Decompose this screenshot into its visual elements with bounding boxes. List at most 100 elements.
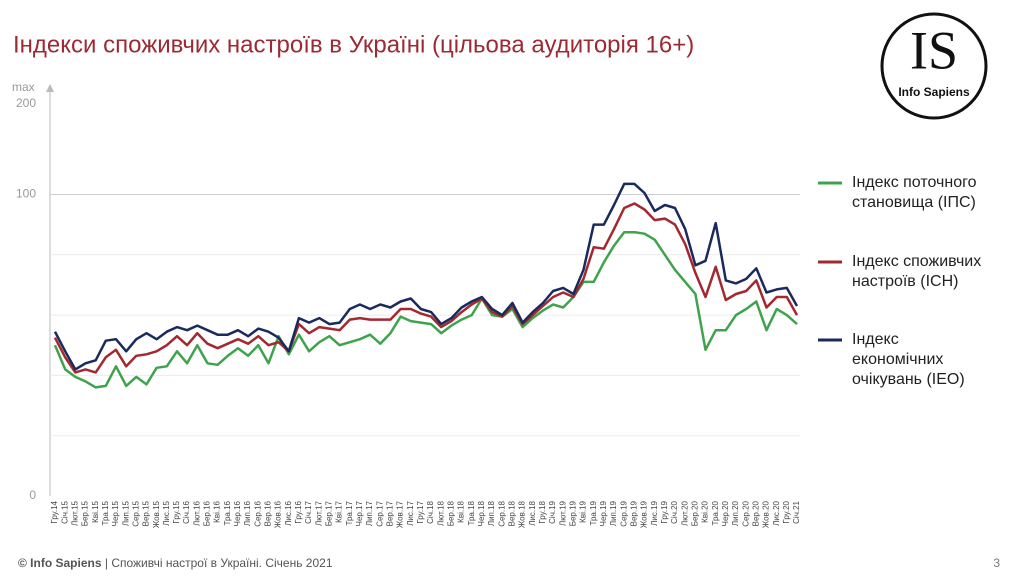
x-tick-label: Гру.14	[50, 500, 59, 523]
x-tick-label: Лют.19	[558, 500, 567, 526]
x-tick-label: Січ.17	[304, 500, 313, 523]
x-tick-label: Бер.18	[447, 500, 456, 526]
x-tick-label: Кві.19	[579, 500, 588, 522]
x-tick-label: Вер.15	[142, 500, 151, 526]
y-tick-label: 0	[29, 488, 36, 502]
x-tick-label: Бер.17	[325, 500, 334, 526]
footer-brand: © Info Sapiens	[18, 556, 102, 570]
x-tick-label: Кві.15	[91, 500, 100, 522]
logo-mark: IS	[910, 20, 958, 80]
x-tick-label: Чер.20	[721, 500, 730, 526]
x-tick-label: Лип.19	[609, 500, 618, 526]
x-tick-label: Бер.19	[568, 500, 577, 526]
legend-label: Індекс економічних очікувань (ІЕО)	[852, 331, 965, 388]
series-line	[53, 230, 798, 389]
x-tick-label: Чер.18	[477, 500, 486, 526]
x-tick-label: Лис.15	[162, 500, 171, 525]
logo-name: Info Sapiens	[898, 85, 970, 99]
axis-arrow	[46, 84, 54, 92]
x-tick-label: Тра.20	[711, 500, 720, 525]
x-tick-label: Тра.18	[467, 500, 476, 525]
x-tick-label: Кві.17	[335, 500, 344, 522]
x-tick-label: Вер.18	[508, 500, 517, 526]
x-tick-label: Кві.20	[701, 500, 710, 522]
x-tick-label: Тра.17	[345, 500, 354, 525]
x-tick-label: Січ.16	[182, 500, 191, 523]
legend-label-line: очікувань (ІЕО)	[852, 371, 965, 388]
x-tick-label: Січ.19	[548, 500, 557, 523]
x-tick-label: Гру.18	[538, 500, 547, 523]
legend-label: Індекс поточного становища (ІПС)	[852, 174, 977, 211]
x-tick-label: Лис.17	[406, 500, 415, 525]
x-tick-label: Вер.19	[629, 500, 638, 526]
x-tick-label: Лют.17	[314, 500, 323, 526]
x-tick-label: Сер.18	[497, 500, 506, 526]
x-tick-label: Кві.16	[213, 500, 222, 522]
x-tick-label: Жов.17	[396, 500, 405, 528]
x-tick-label: Гру.15	[172, 500, 181, 523]
legend-label-line: Індекс поточного	[852, 174, 977, 191]
x-tick-label: Сер.15	[131, 500, 140, 526]
x-tick-label: Січ.15	[60, 500, 69, 523]
x-tick-label: Лют.15	[70, 500, 79, 526]
x-tick-label: Жов.15	[152, 500, 161, 528]
y-tick-label: 100	[16, 187, 36, 201]
x-tick-label: Тра.15	[101, 500, 110, 525]
x-tick-label: Січ.18	[426, 500, 435, 523]
x-tick-label: Лип.16	[243, 500, 252, 526]
y-tick-label: 200	[16, 96, 36, 110]
x-tick-label: Тра.16	[223, 500, 232, 525]
x-tick-label: Сер.17	[375, 500, 384, 526]
x-tick-label: Чер.15	[111, 500, 120, 526]
x-tick-label: Жов.18	[518, 500, 527, 528]
footer: © Info Sapiens | Споживчі настрої в Укра…	[18, 556, 333, 570]
x-tick-label: Бер.16	[203, 500, 212, 526]
x-tick-label: Лют.18	[436, 500, 445, 526]
x-tick-label: Лип.17	[365, 500, 374, 526]
logo-ring	[880, 12, 988, 120]
x-tick-label: Гру.19	[660, 500, 669, 523]
x-tick-label: Гру.16	[294, 500, 303, 523]
y-axis-note: max	[12, 80, 35, 94]
legend-label-line: становища (ІПС)	[852, 194, 976, 211]
chart-title: Індекси споживчих настроїв в Україні (ці…	[13, 31, 694, 58]
x-tick-label: Вер.17	[386, 500, 395, 526]
x-tick-label: Жов.20	[762, 500, 771, 528]
x-tick-label: Лис.19	[650, 500, 659, 525]
x-tick-label: Січ.20	[670, 500, 679, 523]
x-tick-label: Лип.18	[487, 500, 496, 526]
x-tick-label: Гру.17	[416, 500, 425, 523]
x-tick-label: Чер.19	[599, 500, 608, 526]
x-tick-label: Вер.20	[751, 500, 760, 526]
x-tick-label: Тра.19	[589, 500, 598, 525]
x-tick-label: Чер.16	[233, 500, 242, 526]
x-tick-label: Лип.20	[731, 500, 740, 526]
series-line	[53, 202, 799, 374]
x-tick-label: Лис.20	[772, 500, 781, 525]
x-tick-label: Сер.16	[253, 500, 262, 526]
legend-label-line: економічних	[852, 351, 943, 368]
legend-label-line: настроїв (ІСН)	[852, 273, 958, 290]
legend-label-line: Індекс споживчих	[852, 253, 981, 270]
x-tick-label: Сер.19	[619, 500, 628, 526]
x-tick-label: Гру.20	[782, 500, 791, 523]
x-tick-label: Лис.18	[528, 500, 537, 525]
x-tick-label: Лют.20	[680, 500, 689, 526]
x-tick-label: Лис.16	[284, 500, 293, 525]
logo: IS Info Sapiens	[880, 12, 988, 120]
x-tick-label: Кві.18	[457, 500, 466, 522]
x-tick-label: Січ.21	[792, 500, 801, 523]
footer-text: | Споживчі настрої в Україні. Січень 202…	[102, 556, 333, 570]
x-tick-label: Лип.15	[121, 500, 130, 526]
x-tick-label: Сер.20	[741, 500, 750, 526]
x-tick-label: Жов.19	[640, 500, 649, 528]
x-tick-label: Лют.16	[192, 500, 201, 526]
x-tick-label: Бер.15	[81, 500, 90, 526]
page-number: 3	[993, 556, 1000, 570]
legend-label-line: Індекс	[852, 331, 899, 348]
x-tick-label: Жов.16	[274, 500, 283, 528]
x-tick-label: Бер.20	[690, 500, 699, 526]
legend-label: Індекс споживчих настроїв (ІСН)	[852, 253, 981, 290]
series-line	[53, 182, 799, 371]
